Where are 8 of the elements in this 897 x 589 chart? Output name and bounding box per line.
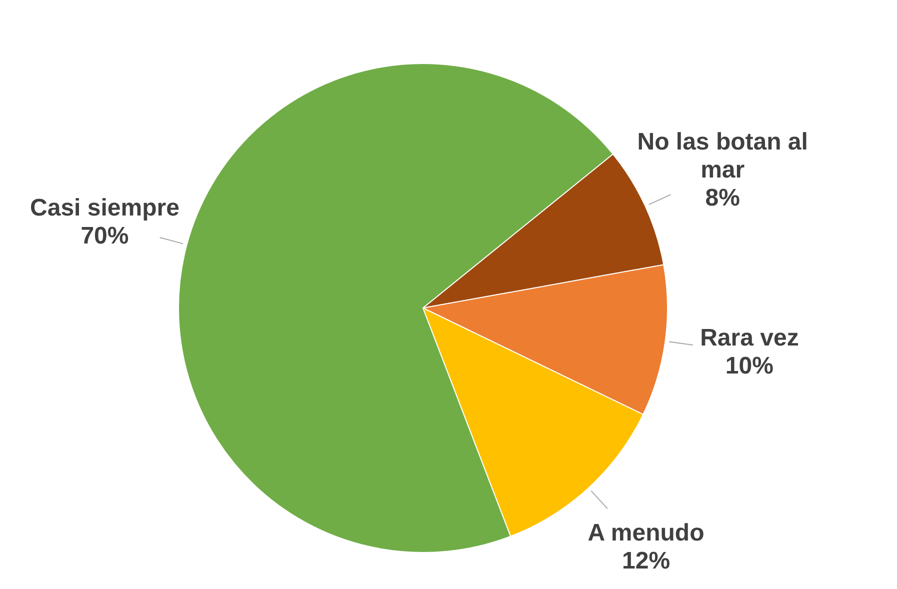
slice-label: Rara vez	[700, 324, 799, 352]
slice-label: Casi siempre	[30, 194, 180, 222]
data-label: 70%	[80, 222, 129, 250]
data-label: 10%	[725, 352, 774, 380]
slice-label: A menudo	[588, 520, 704, 547]
data-label: 12%	[622, 548, 670, 575]
slice-label: No las botan al mar	[637, 128, 808, 184]
data-label: 8%	[705, 184, 740, 212]
